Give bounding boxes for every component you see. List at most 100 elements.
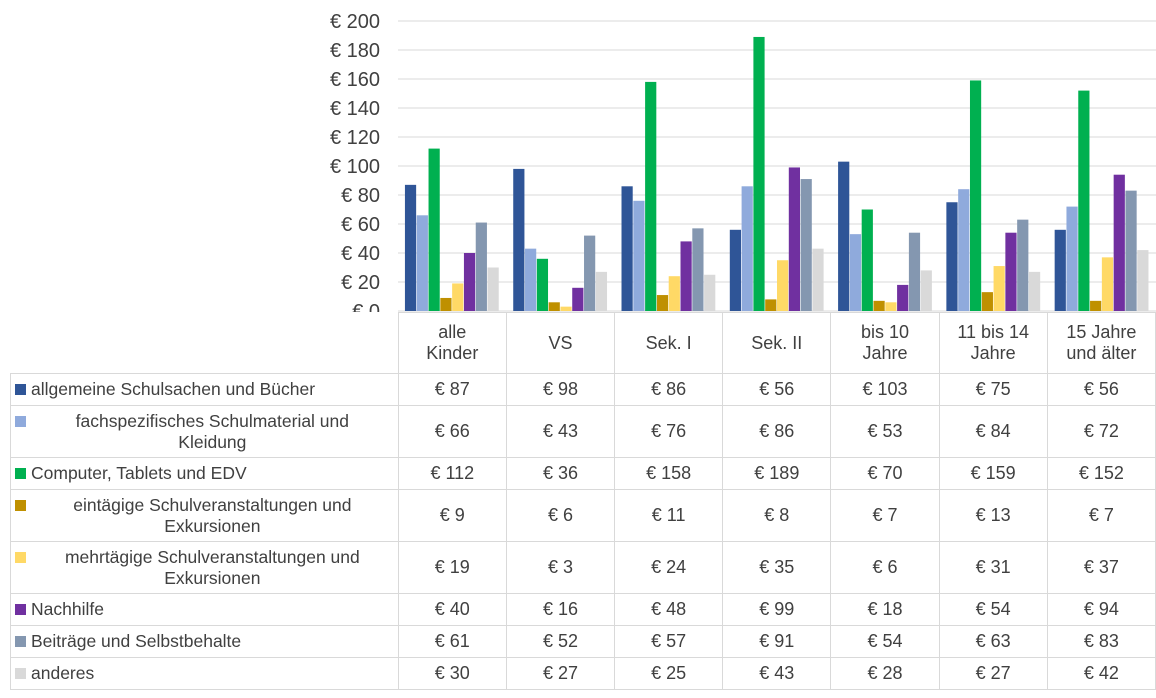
category-label: Sek. I (614, 312, 724, 374)
y-tick-label: € 0 (352, 301, 380, 312)
bar (525, 248, 537, 311)
bar (1054, 229, 1066, 311)
bar (908, 232, 921, 311)
value-cell: € 83 (1046, 625, 1156, 658)
series-label: Beiträge und Selbstbehalte (10, 625, 399, 658)
value-cell: € 24 (614, 541, 724, 594)
bar (513, 168, 525, 311)
value-cell: € 56 (1046, 373, 1156, 406)
value-cell: € 40 (397, 593, 507, 626)
value-cell: € 87 (397, 373, 507, 406)
category-label: 11 bis 14 Jahre (938, 312, 1048, 374)
series-label: eintägige Schulveranstaltungen und Exkurs… (10, 489, 399, 542)
value-cell: € 52 (505, 625, 616, 658)
bar (416, 215, 428, 311)
y-tick-label: € 180 (330, 40, 380, 62)
category-row: alle Kinder VS Sek. I Sek. II bis 10 Jahre 11 b… (10, 312, 1156, 374)
legend-swatch (15, 552, 26, 563)
table-row: fachspezifisches Schulmaterial und Kleidu… (10, 405, 1156, 458)
bar (560, 306, 572, 311)
bar (572, 287, 584, 311)
category-label: VS (505, 312, 616, 374)
bar (1101, 257, 1114, 311)
value-cell: € 54 (830, 625, 940, 658)
category-label: Sek. II (722, 312, 832, 374)
y-axis-ticks: € 0 € 20 € 40 € 60 € 80 € 100 € 120 € 140 € 160 €… (330, 11, 380, 312)
y-tick-label: € 160 (330, 69, 380, 91)
bar (463, 253, 476, 311)
bar (920, 270, 932, 311)
value-cell: € 6 (830, 541, 940, 594)
bar (1113, 174, 1125, 311)
value-cell: € 189 (722, 457, 832, 490)
bar (595, 271, 608, 311)
bar (873, 300, 885, 311)
legend-swatch (15, 383, 26, 395)
bar (1078, 90, 1090, 311)
y-tick-label: € 80 (341, 185, 380, 207)
category-label: bis 10 Jahre (830, 312, 940, 374)
value-cell: € 159 (938, 457, 1048, 490)
y-tick-label: € 120 (330, 127, 380, 149)
bar (536, 258, 549, 311)
bar (812, 248, 824, 311)
bar (404, 184, 417, 311)
value-cell: € 43 (722, 657, 832, 690)
bar (1137, 250, 1149, 311)
value-cell: € 84 (938, 405, 1048, 458)
value-cell: € 13 (938, 489, 1048, 542)
bar (621, 186, 633, 311)
series-label: anderes (10, 657, 399, 690)
bar (452, 283, 464, 311)
legend-swatch (15, 603, 26, 615)
value-cell: € 16 (505, 593, 616, 626)
legend-swatch (15, 467, 26, 479)
value-cell: € 19 (397, 541, 507, 594)
value-cell: € 86 (614, 373, 724, 406)
series-label: allgemeine Schulsachen und Bücher (10, 373, 399, 406)
bar (584, 235, 596, 311)
bar (958, 189, 970, 311)
bar (897, 284, 909, 311)
table-row: eintägige Schulveranstaltungen und Exkurs… (10, 489, 1156, 542)
bar (753, 36, 765, 311)
table-row: allgemeine Schulsachen und Bücher € 87 € 9… (10, 373, 1156, 406)
value-cell: € 112 (397, 457, 507, 490)
bar (704, 274, 716, 311)
value-cell: € 36 (505, 457, 616, 490)
value-cell: € 6 (505, 489, 616, 542)
bar (729, 229, 741, 311)
bar (1066, 206, 1078, 311)
bar (428, 148, 440, 311)
value-cell: € 37 (1046, 541, 1156, 594)
bar (1090, 300, 1102, 311)
value-cell: € 98 (505, 373, 616, 406)
series-label: Nachhilfe (10, 593, 399, 626)
category-label: alle Kinder (397, 312, 507, 374)
bar (1005, 232, 1017, 311)
bar (680, 241, 692, 311)
value-cell: € 152 (1046, 457, 1156, 490)
bar (1125, 190, 1137, 311)
value-cell: € 61 (397, 625, 507, 658)
bar (885, 302, 897, 311)
value-cell: € 27 (505, 657, 616, 690)
bar (1017, 219, 1029, 311)
value-cell: € 99 (722, 593, 832, 626)
value-cell: € 35 (722, 541, 832, 594)
bar (645, 81, 657, 312)
bar (838, 161, 850, 311)
legend-swatch (15, 635, 26, 647)
value-cell: € 158 (614, 457, 724, 490)
table-row: Nachhilfe € 40 € 16 € 48 € 99 € 18 € 54 € 94 (10, 593, 1156, 626)
table-corner (10, 312, 399, 374)
bar (969, 80, 982, 311)
value-cell: € 66 (397, 405, 507, 458)
value-cell: € 8 (722, 489, 832, 542)
y-tick-label: € 200 (330, 11, 380, 33)
bar (946, 202, 958, 311)
bar (981, 292, 993, 311)
value-cell: € 7 (1046, 489, 1156, 542)
bar (668, 276, 680, 311)
value-cell: € 42 (1046, 657, 1156, 690)
